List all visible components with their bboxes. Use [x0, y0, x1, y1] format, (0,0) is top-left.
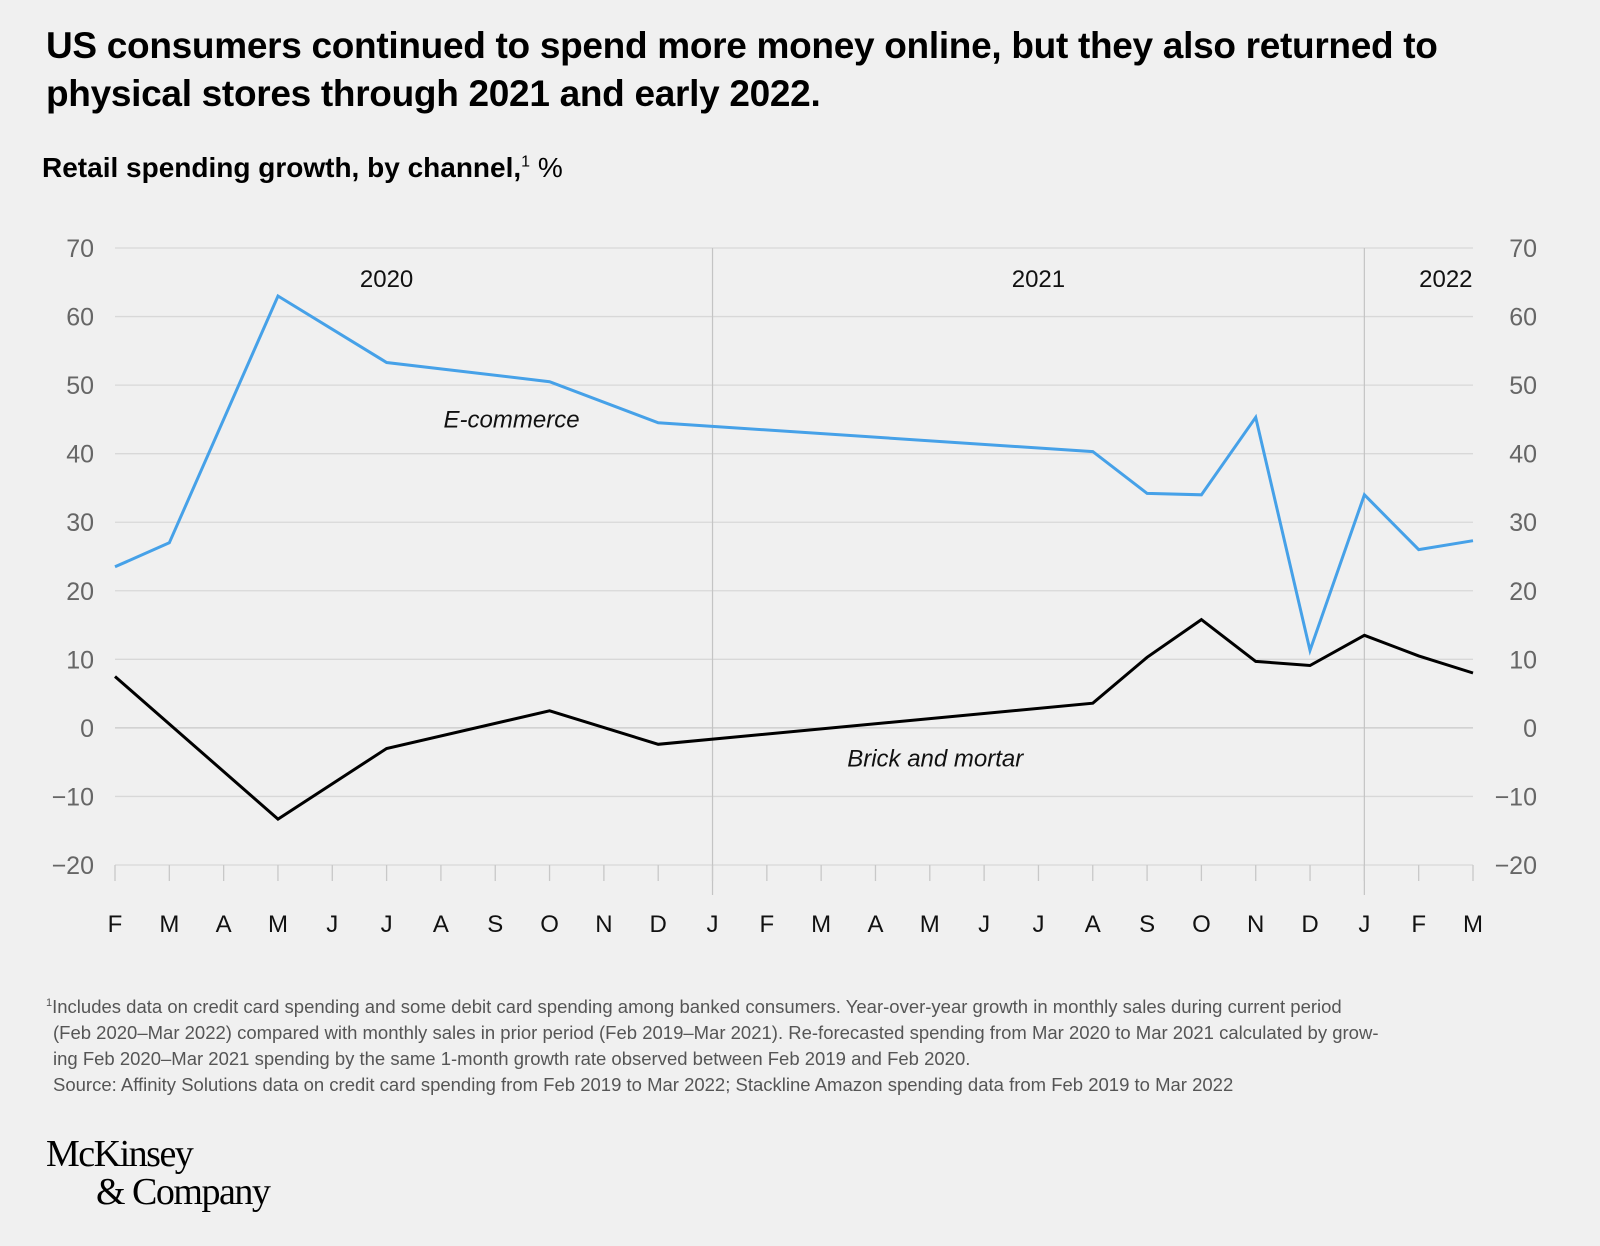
y-tick-label-right: −10: [1495, 783, 1537, 811]
x-tick-label: M: [268, 911, 288, 938]
x-tick-label: N: [1247, 911, 1264, 938]
x-tick-label: F: [108, 911, 123, 938]
x-tick-label: D: [650, 911, 667, 938]
x-tick-label: J: [707, 911, 719, 938]
y-tick-label-right: 60: [1509, 304, 1537, 332]
x-tick-label: F: [1411, 911, 1426, 938]
mckinsey-logo: McKinsey & Company: [46, 1133, 271, 1213]
year-label: 2022: [1419, 266, 1472, 293]
x-tick-label: S: [1139, 911, 1155, 938]
x-tick-label: N: [595, 911, 612, 938]
footnote-text: Includes data on credit card spending an…: [52, 996, 1342, 1018]
x-tick-label: O: [540, 911, 559, 938]
y-tick-label-left: 60: [66, 304, 94, 332]
y-tick-label-left: 0: [80, 715, 94, 743]
x-tick-label: M: [920, 911, 940, 938]
x-tick-label: A: [216, 911, 232, 938]
x-tick-label: O: [1192, 911, 1211, 938]
footnote-line: 1Includes data on credit card spending a…: [46, 990, 1566, 1020]
x-tick-label: F: [760, 911, 775, 938]
series-label: E-commerce: [444, 406, 580, 433]
y-tick-label-right: 20: [1509, 578, 1537, 606]
y-tick-label-left: 10: [66, 646, 94, 674]
unit-label: %: [537, 152, 563, 183]
y-tick-label-right: −20: [1495, 852, 1537, 880]
x-tick-label: S: [487, 911, 503, 938]
y-tick-label-left: 30: [66, 509, 94, 537]
y-tick-label-right: 50: [1509, 372, 1537, 400]
y-tick-label-left: 70: [66, 235, 94, 263]
y-tick-label-right: 10: [1509, 646, 1537, 674]
footnote: 1Includes data on credit card spending a…: [46, 990, 1566, 1098]
x-tick-label: J: [326, 911, 338, 938]
footnote-line: ing Feb 2020–Mar 2021 spending by the sa…: [53, 1048, 971, 1070]
y-tick-label-right: 0: [1523, 715, 1537, 743]
x-tick-label: M: [811, 911, 831, 938]
y-tick-label-left: −10: [52, 783, 94, 811]
logo-line-1: McKinsey: [46, 1133, 194, 1175]
logo-line-2: & Company: [96, 1171, 271, 1213]
x-tick-label: D: [1301, 911, 1318, 938]
x-tick-label: A: [433, 911, 449, 938]
source-note: Source: Affinity Solutions data on credi…: [53, 1074, 1234, 1096]
x-tick-label: J: [381, 911, 393, 938]
series-line-brick-and-mortar: [114, 617, 1474, 821]
x-tick-label: A: [867, 911, 883, 938]
y-tick-label-right: 30: [1509, 509, 1537, 537]
y-tick-label-left: 50: [66, 372, 94, 400]
footnote-mark: 1: [46, 997, 53, 1009]
x-tick-label: M: [159, 911, 179, 938]
x-tick-label: J: [1032, 911, 1044, 938]
y-tick-label-right: 40: [1509, 441, 1537, 469]
x-tick-label: A: [1085, 911, 1101, 938]
subtitle-text: Retail spending growth, by channel,: [42, 152, 522, 183]
y-tick-label-left: 20: [66, 578, 94, 606]
year-label: 2020: [360, 266, 413, 293]
x-tick-label: M: [1463, 911, 1483, 938]
x-tick-label: J: [1358, 911, 1370, 938]
chart-title: US consumers continued to spend more mon…: [46, 25, 1438, 114]
chart-subtitle: Retail spending growth, by channel,1 %: [42, 152, 563, 184]
footnote-mark: 1: [521, 153, 531, 171]
footnote-line: (Feb 2020–Mar 2022) compared with monthl…: [53, 1022, 1379, 1044]
y-tick-label-left: 40: [66, 441, 94, 469]
x-tick-label: J: [978, 911, 990, 938]
series-line-e-commerce: [114, 293, 1474, 656]
year-label: 2021: [1012, 266, 1065, 293]
y-tick-label-left: −20: [52, 852, 94, 880]
series-label: Brick and mortar: [847, 746, 1024, 773]
y-tick-label-right: 70: [1509, 235, 1537, 263]
